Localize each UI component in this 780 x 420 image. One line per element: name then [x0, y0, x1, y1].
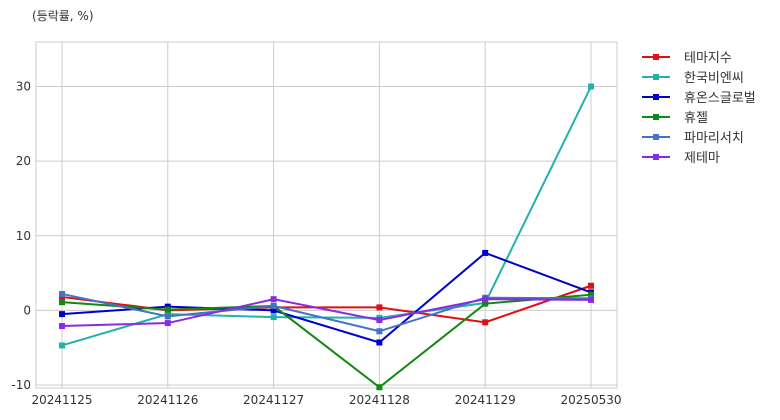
y-tick-label: 10: [16, 229, 31, 243]
data-point: [588, 291, 594, 298]
plot-frame: [35, 41, 618, 389]
series-line: [61, 298, 592, 328]
data-point: [59, 323, 65, 330]
x-tick-label: 20241125: [31, 393, 92, 407]
data-point: [588, 83, 594, 90]
x-tick-label: 20250530: [560, 393, 621, 407]
legend-label: 휴온스글로벌: [684, 91, 756, 106]
data-point: [376, 317, 383, 324]
data-point: [482, 249, 489, 256]
data-point: [164, 320, 171, 327]
legend-swatch-marker: [653, 154, 659, 160]
legend-swatch-marker: [653, 94, 659, 100]
legend-swatch-marker: [653, 74, 659, 80]
data-point: [270, 314, 277, 321]
data-point: [376, 304, 383, 311]
data-point: [482, 296, 489, 303]
y-tick-label: 20: [16, 154, 31, 168]
data-point: [482, 300, 489, 307]
data-point: [270, 296, 277, 303]
data-point: [59, 299, 65, 306]
x-tick-label: 20241128: [349, 393, 410, 407]
data-point: [270, 302, 277, 309]
legend-label: 한국비엔씨: [684, 71, 744, 86]
data-point: [376, 339, 383, 346]
legend-swatch-marker: [653, 54, 659, 60]
legend-label: 파마리서치: [684, 131, 744, 146]
x-tick-label: 20241126: [137, 393, 198, 407]
plot-area: -10 0 10 20 30 20241125 20241126 20241127 202411…: [11, 41, 622, 407]
data-point: [588, 296, 594, 303]
legend-swatch-marker: [653, 134, 659, 140]
x-tick-label: 20241127: [243, 393, 304, 407]
legend-swatch-marker: [653, 114, 659, 120]
data-point: [376, 384, 383, 391]
series-line: [61, 292, 592, 333]
y-tick-label: 0: [23, 303, 31, 317]
data-point: [164, 313, 171, 320]
series-line: [61, 86, 592, 347]
data-point: [270, 307, 277, 314]
y-axis-unit-label: (등락률, %): [32, 9, 94, 23]
legend-label: 테마지수: [684, 51, 732, 66]
data-point: [59, 311, 65, 318]
data-point: [164, 306, 171, 313]
data-point: [376, 328, 383, 335]
x-tick-label: 20241129: [455, 393, 516, 407]
y-tick-label: 30: [16, 80, 31, 94]
data-point: [59, 342, 65, 349]
legend-label: 휴젤: [684, 111, 708, 126]
series-line: [61, 293, 592, 389]
legend-label: 제테마: [684, 151, 720, 166]
data-point: [588, 282, 594, 289]
y-tick-label: -10: [11, 378, 31, 392]
data-point: [59, 290, 65, 297]
data-point: [482, 319, 489, 326]
